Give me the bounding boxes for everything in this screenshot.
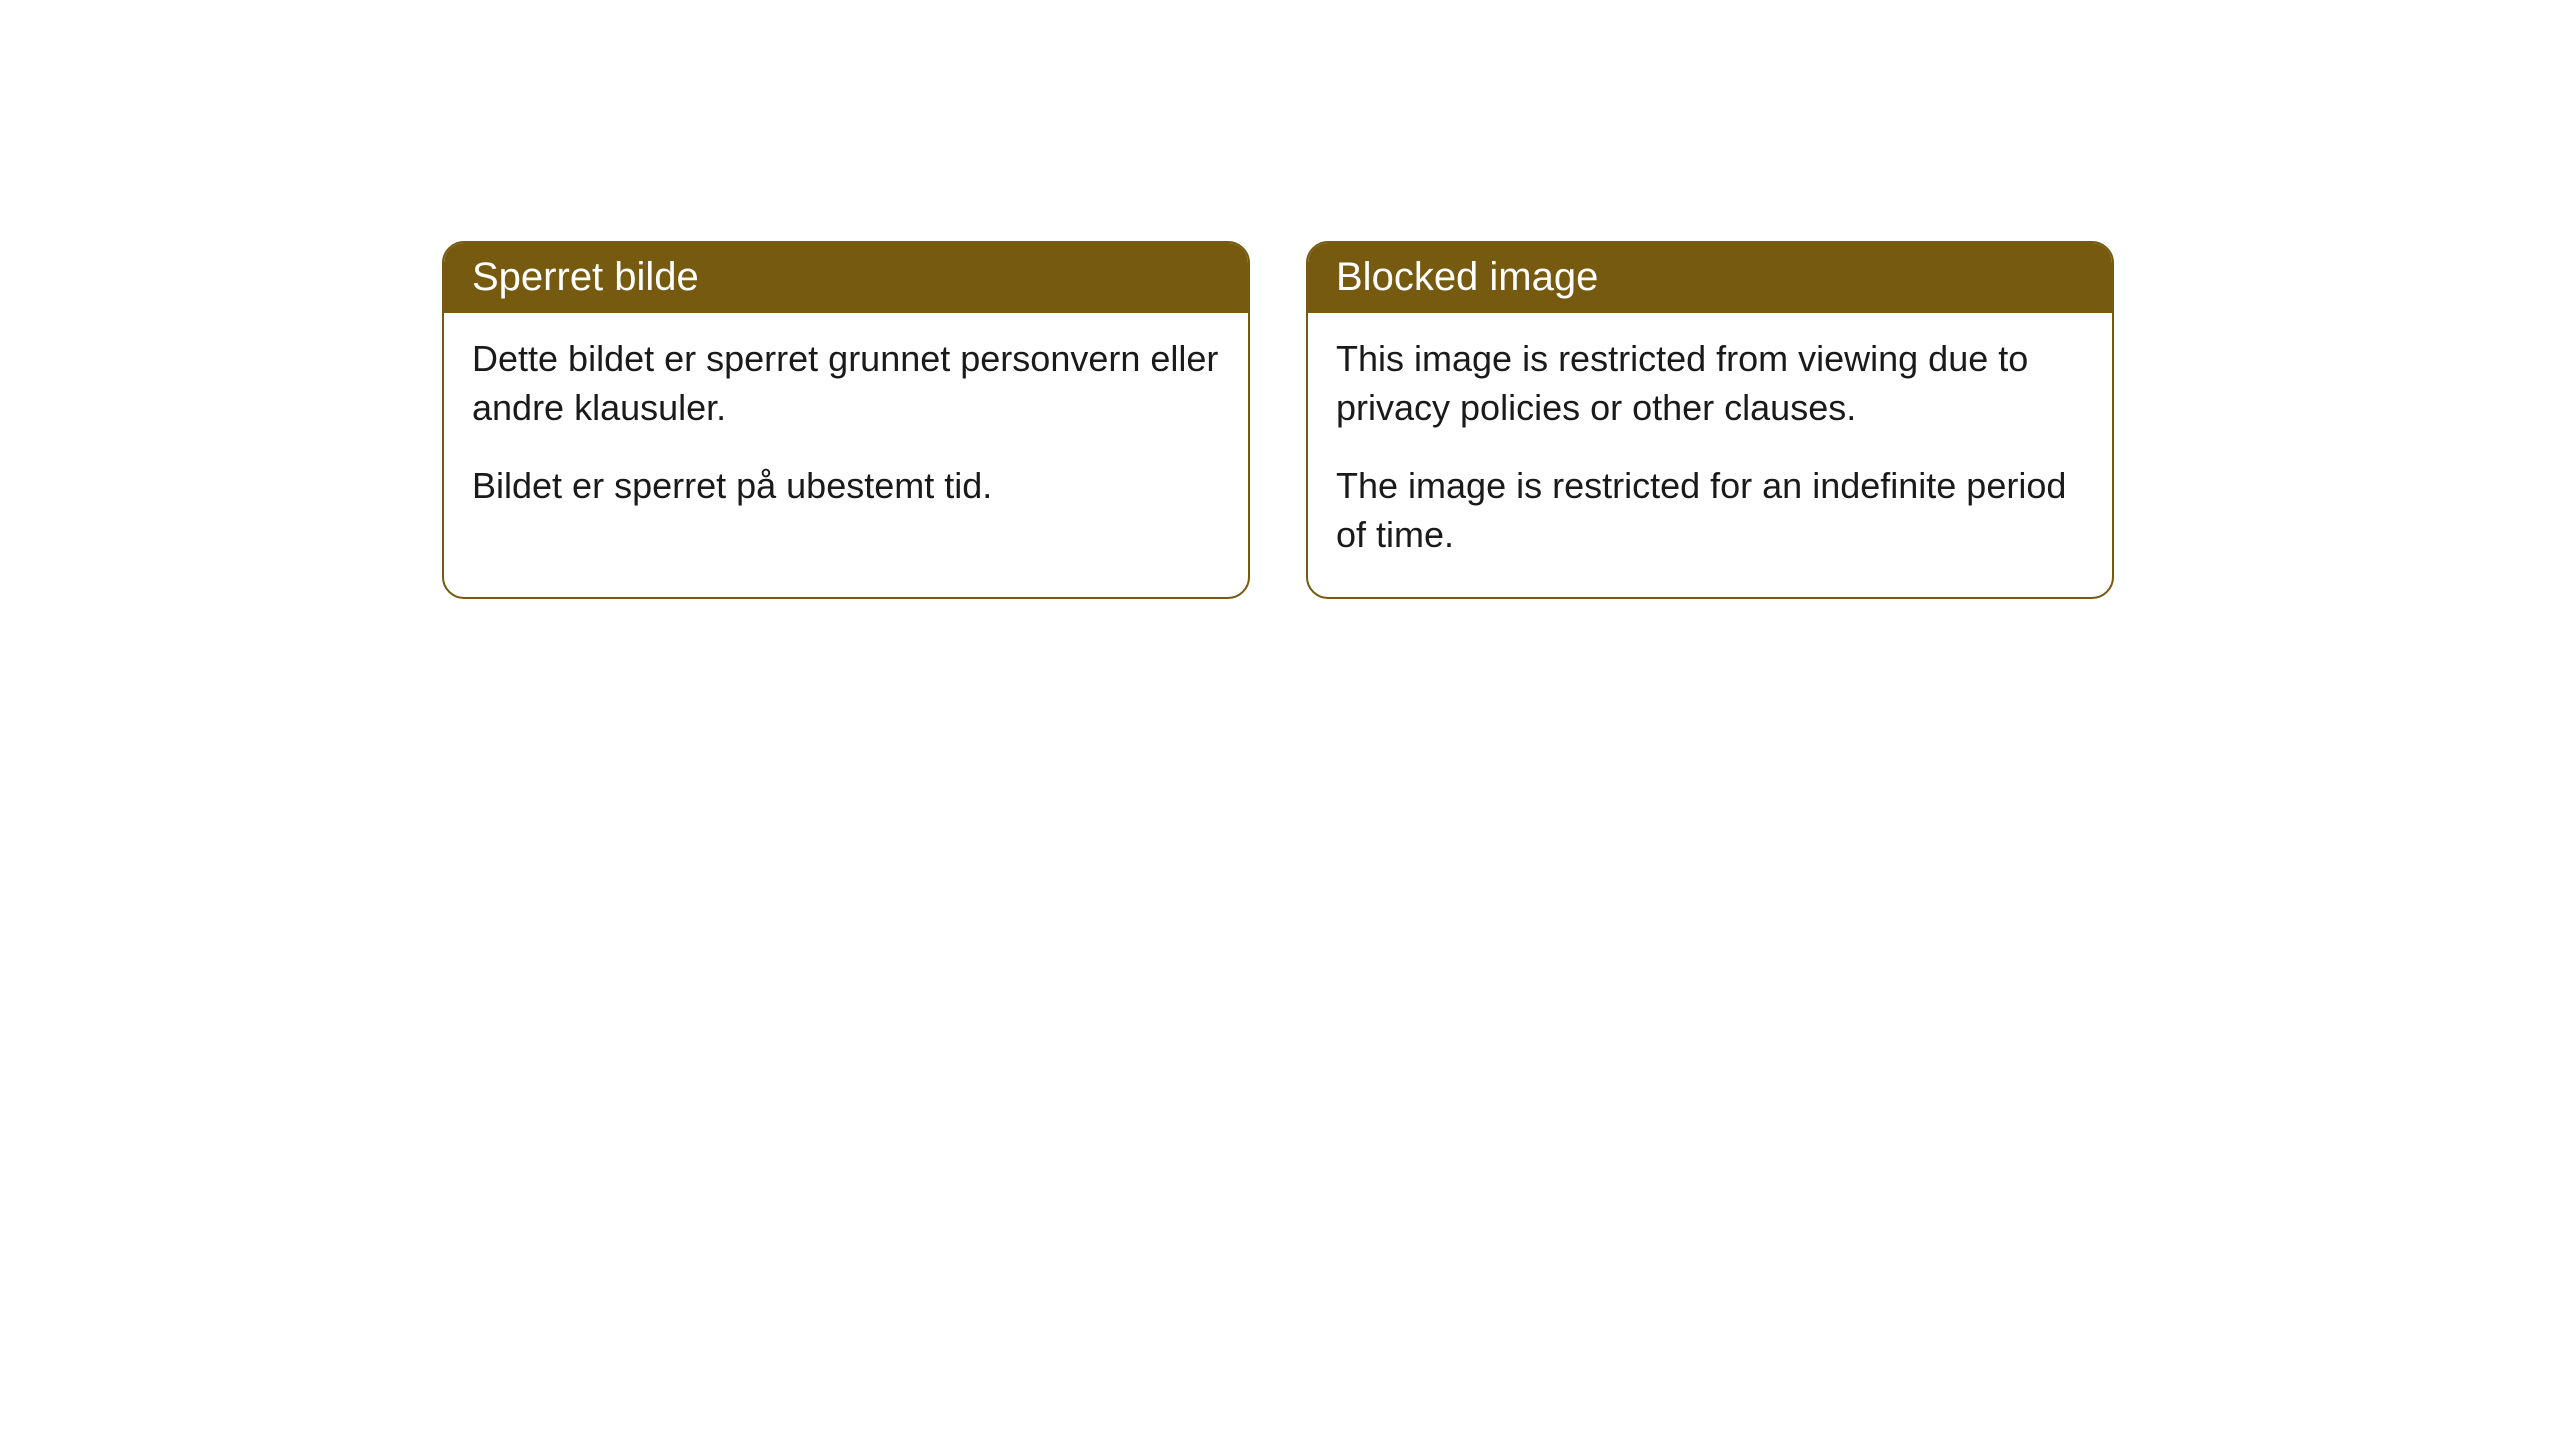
card-title: Sperret bilde xyxy=(472,255,699,299)
card-title: Blocked image xyxy=(1336,255,1598,299)
card-body: This image is restricted from viewing du… xyxy=(1308,313,2112,597)
notice-card-english: Blocked image This image is restricted f… xyxy=(1306,241,2114,599)
card-body: Dette bildet er sperret grunnet personve… xyxy=(444,313,1248,549)
card-paragraph: This image is restricted from viewing du… xyxy=(1336,335,2084,432)
notice-card-norwegian: Sperret bilde Dette bildet er sperret gr… xyxy=(442,241,1250,599)
card-paragraph: Bildet er sperret på ubestemt tid. xyxy=(472,462,1220,511)
card-paragraph: Dette bildet er sperret grunnet personve… xyxy=(472,335,1220,432)
card-header: Sperret bilde xyxy=(444,243,1248,313)
card-paragraph: The image is restricted for an indefinit… xyxy=(1336,462,2084,559)
card-header: Blocked image xyxy=(1308,243,2112,313)
notice-cards-container: Sperret bilde Dette bildet er sperret gr… xyxy=(442,241,2114,599)
